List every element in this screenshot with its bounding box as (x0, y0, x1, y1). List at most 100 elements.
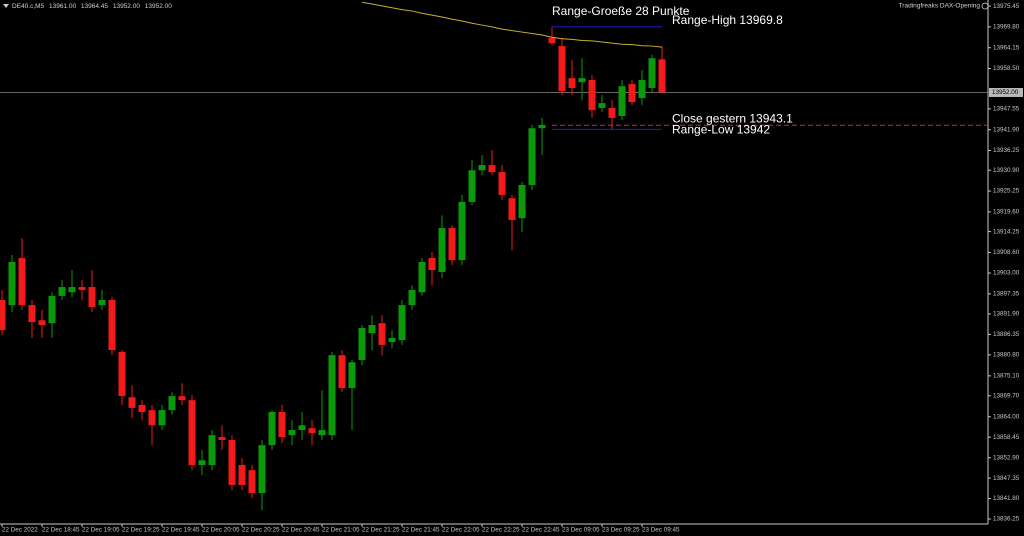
candle-body (618, 86, 626, 117)
candle-body (338, 355, 346, 389)
range-title: Range-Groeße 28 Punkte (552, 4, 690, 18)
header-open: 13961.00 (49, 3, 76, 10)
y-tick-label: 13958.50 (993, 65, 1020, 72)
level-label: Range-High 13969.8 (672, 13, 783, 27)
candle-body (88, 287, 96, 307)
candle-body (148, 410, 156, 426)
candle-body (48, 295, 56, 324)
candle-body (218, 437, 226, 440)
header-high: 13964.45 (81, 3, 108, 10)
x-tick-label: 22 Dec 19:25 (122, 527, 160, 534)
candle-body (98, 299, 106, 306)
candle-body (138, 404, 146, 412)
y-tick-label: 13869.70 (993, 392, 1020, 399)
candle-body (248, 470, 256, 494)
candle-body (188, 400, 196, 466)
y-tick-label: 13858.45 (993, 434, 1020, 441)
y-tick-label: 13864.00 (993, 413, 1020, 420)
y-tick-label: 13841.80 (993, 495, 1020, 502)
x-tick-label: 22 Dec 19:05 (82, 527, 120, 534)
x-tick-label: 23 Dec 09:45 (642, 527, 680, 534)
x-tick-label: 22 Dec 20:45 (282, 527, 320, 534)
candle-body (538, 124, 546, 129)
candle-body (408, 290, 416, 306)
candle-body (568, 78, 576, 89)
candle-body (488, 165, 496, 173)
candle-body (288, 430, 296, 436)
candle-body (528, 128, 536, 185)
candle-body (398, 305, 406, 341)
level-label: Range-Low 13942 (672, 123, 770, 137)
y-tick-label: 13919.60 (993, 209, 1020, 216)
candle-body (38, 320, 46, 326)
candle-body (108, 299, 116, 351)
y-tick-label: 13880.80 (993, 352, 1020, 359)
candle-body (458, 201, 466, 261)
symbol: DE40.c,M5 (12, 3, 45, 10)
header-close: 13952.00 (145, 3, 172, 10)
candle-body (598, 103, 606, 108)
candle-body (318, 430, 326, 436)
y-tick-label: 13914.25 (993, 228, 1020, 235)
candle-body (388, 337, 396, 342)
candle-body (228, 439, 236, 485)
y-tick-label: 13941.90 (993, 126, 1020, 133)
menu-icon[interactable] (3, 4, 9, 8)
y-tick-label: 13969.80 (993, 24, 1020, 31)
header-low: 13952.00 (113, 3, 140, 10)
candle-body (428, 257, 436, 271)
candle-body (328, 355, 336, 436)
candle-body (628, 84, 636, 103)
x-tick-label: 22 Dec 21:25 (362, 527, 400, 534)
x-tick-label: 22 Dec 18:45 (42, 527, 80, 534)
x-tick-label: 23 Dec 09:05 (562, 527, 600, 534)
x-tick-label: 22 Dec 22:45 (522, 527, 560, 534)
candle-body (548, 37, 556, 44)
y-tick-label: 13925.25 (993, 188, 1020, 195)
candle-body (658, 59, 666, 93)
x-tick-label: 22 Dec 22:25 (482, 527, 520, 534)
candle-body (638, 79, 646, 99)
candle-body (418, 262, 426, 293)
price-label-box (989, 87, 1023, 97)
candle-body (238, 465, 246, 485)
y-tick-label: 13936.25 (993, 147, 1020, 154)
candle-body (308, 428, 316, 433)
candle-body (78, 287, 86, 291)
candle-body (518, 184, 526, 219)
x-tick-label: 22 Dec 19:45 (162, 527, 200, 534)
candle-body (648, 58, 656, 89)
candle-body (588, 79, 596, 111)
y-tick-label: 13852.90 (993, 454, 1020, 461)
x-tick-label: 22 Dec 21:45 (402, 527, 440, 534)
candle-body (438, 228, 446, 272)
indicator-name: Tradingfreaks DAX-Opening (899, 3, 981, 10)
candle-body (578, 78, 586, 83)
candle-body (28, 305, 36, 323)
candle-body (18, 257, 26, 306)
candle-body (378, 323, 386, 345)
level-label: Close gestern 13943.1 (672, 111, 793, 125)
candle-body (178, 396, 186, 401)
candle-body (118, 351, 126, 397)
y-tick-label: 13930.90 (993, 167, 1020, 174)
x-tick-label: 22 Dec 20:25 (242, 527, 280, 534)
candle-body (58, 287, 66, 296)
candle-body (478, 165, 486, 171)
x-tick-label: 22 Dec 2022 (2, 527, 38, 534)
candle-body (508, 198, 516, 220)
candle-body (608, 107, 616, 118)
candle-body (468, 170, 476, 202)
candle-body (348, 362, 356, 389)
y-tick-label: 13964.15 (993, 44, 1020, 51)
y-tick-label: 13886.35 (993, 331, 1020, 338)
candle-body (298, 425, 306, 431)
candle-body (168, 396, 176, 411)
x-tick-label: 22 Dec 21:05 (322, 527, 360, 534)
candle-body (198, 460, 206, 466)
y-tick-label: 13891.90 (993, 311, 1020, 318)
candle-body (8, 262, 16, 306)
y-tick-label: 13975.45 (993, 3, 1020, 10)
